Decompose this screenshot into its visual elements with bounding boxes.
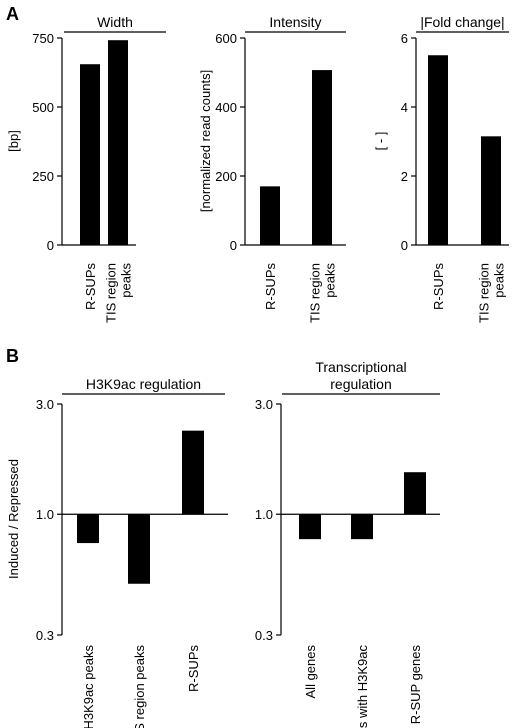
y-tick-label: 4 [401,100,408,115]
bar [312,70,332,246]
y-tick-label: 400 [215,100,237,115]
category-label: Genes with H3K9ac [355,645,370,728]
chart-title: Intensity [269,14,321,30]
chart-title: H3K9ac regulation [86,376,201,392]
y-tick-label: 600 [215,31,237,46]
category-label: R-SUP genes [408,645,423,725]
chart-title: regulation [330,376,392,392]
bar [77,514,99,544]
category-label: R-SUPs [83,263,98,310]
y-tick-label: 0 [401,238,408,253]
chart-2: Intensity 0 200 400 600 R-SUPs TIS region peaks… [198,14,346,323]
y-tick-label: 6 [401,31,408,46]
chart-1: Width 0 250 500 750 R-SUPs TIS region peaks [bp] [6,14,166,323]
bar [80,64,100,245]
chart-3: |Fold change| 0 2 4 6 R-SUPs TIS region peaks [ … [373,14,509,323]
bar [182,430,204,515]
category-label: TIS region peaks [132,645,147,728]
category-label: peaks [323,263,338,298]
chart-4: H3K9ac regulation 0.3 1.0 3.0 All H3K9ac pea… [6,376,228,728]
category-label: R-SUPs [263,263,278,310]
y-tick-label: 200 [215,169,237,184]
y-tick-label: 0 [47,238,54,253]
category-label: R-SUPs [186,645,201,692]
y-tick-label: 2 [401,169,408,184]
chart-title: Transcriptional [315,359,406,375]
panel-b-label: B [6,346,19,366]
bar [351,514,373,540]
y-tick-label: 750 [32,31,54,46]
y-tick-label: 0 [230,238,237,253]
bar [128,514,150,584]
category-label: All genes [303,645,318,699]
bar [108,40,128,245]
y-axis-label: [normalized read counts] [198,70,213,212]
category-label: peaks [119,263,134,298]
bar [299,514,321,540]
category-label: TIS region [104,263,119,323]
chart-title: Width [97,14,133,30]
category-label: peaks [492,263,507,298]
y-tick-label: 500 [32,100,54,115]
y-tick-label: 3.0 [255,397,273,412]
bar [428,55,448,245]
bar [481,136,501,245]
bar [260,186,280,245]
category-label: R-SUPs [431,263,446,310]
chart-title: |Fold change| [420,14,504,30]
category-label: TIS region [308,263,323,323]
panel-a-label: A [6,4,19,24]
category-label: All H3K9ac peaks [81,645,96,728]
y-tick-label: 0.3 [36,628,54,643]
y-axis-label: [ - ] [373,132,388,151]
y-tick-label: 250 [32,169,54,184]
y-axis-label: [bp] [6,130,21,152]
y-tick-label: 0.3 [255,628,273,643]
y-tick-label: 1.0 [36,507,54,522]
category-label: TIS region [477,263,492,323]
y-axis-label: Induced / Repressed [6,459,21,579]
y-tick-label: 3.0 [36,397,54,412]
y-tick-label: 1.0 [255,507,273,522]
bar [404,472,426,515]
